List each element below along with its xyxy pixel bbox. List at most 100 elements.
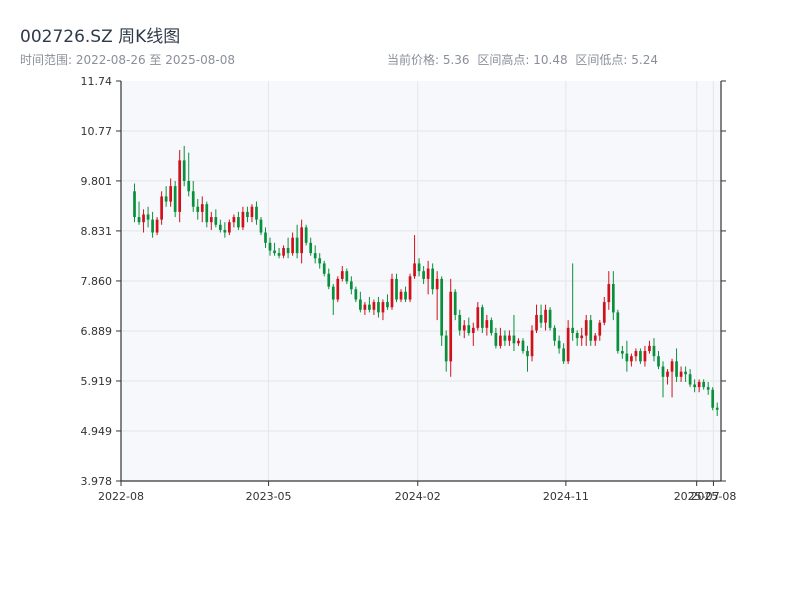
chart-title: 002726.SZ 周K线图 xyxy=(20,27,181,47)
candle-body xyxy=(557,340,561,349)
candle-body xyxy=(155,219,159,233)
candle-body xyxy=(345,271,349,282)
candle-body xyxy=(390,278,394,308)
candle-body xyxy=(589,320,593,341)
candle-body xyxy=(151,219,154,233)
y-tick-label: 8.831 xyxy=(81,225,113,238)
x-tick-label: 2024-11 xyxy=(543,490,589,503)
candle-body xyxy=(706,387,710,390)
y-tick-label: 7.860 xyxy=(81,275,113,288)
range-low-label: 区间低点: 5.24 xyxy=(575,53,658,67)
candle-body xyxy=(657,356,660,367)
candle-body xyxy=(264,232,267,243)
candle-body xyxy=(200,204,204,212)
candle-body xyxy=(526,351,529,357)
candle-body xyxy=(133,191,136,218)
candle-body xyxy=(187,180,191,192)
candle-body xyxy=(137,217,141,223)
candle-body xyxy=(611,284,615,313)
candle-body xyxy=(291,237,294,254)
stats-line: 当前价格: 5.36 区间高点: 10.48 区间低点: 5.24 xyxy=(383,51,658,68)
candle-body xyxy=(639,351,642,362)
x-tick-label: 2025-08 xyxy=(690,490,736,503)
candle-body xyxy=(593,335,597,341)
candle-body xyxy=(241,211,245,228)
candle-body xyxy=(164,196,168,202)
candle-body xyxy=(142,214,145,223)
y-tick-label: 4.949 xyxy=(81,425,113,438)
candle-body xyxy=(571,327,575,333)
candle-body xyxy=(711,389,715,408)
candle-body xyxy=(413,263,416,277)
candle-body xyxy=(535,314,538,331)
candle-body xyxy=(562,348,565,362)
candle-body xyxy=(490,320,493,333)
x-tick-label: 2024-02 xyxy=(395,490,441,503)
candle-body xyxy=(340,271,344,279)
candle-body xyxy=(625,353,629,362)
candle-body xyxy=(196,206,200,212)
grid-lines xyxy=(120,81,721,481)
candle-body xyxy=(539,314,543,323)
chart-subtitle: 时间范围: 2022-08-26 至 2025-08-08 xyxy=(20,53,235,67)
candle-body xyxy=(232,217,236,223)
candle-body xyxy=(304,227,308,243)
x-tick-label: 2025-07 xyxy=(674,490,720,503)
candle-body xyxy=(322,263,326,274)
candle-body xyxy=(295,237,299,254)
candle-body xyxy=(331,286,335,300)
candle-body xyxy=(548,309,552,328)
candle-body xyxy=(670,361,674,372)
candle-body xyxy=(327,273,331,287)
candle-body xyxy=(399,291,403,300)
candle-body xyxy=(512,335,516,344)
candle-body xyxy=(191,191,195,207)
candle-body xyxy=(277,253,281,256)
candle-body xyxy=(462,325,466,331)
candle-body xyxy=(255,206,258,220)
candle-body xyxy=(359,299,362,310)
candle-body xyxy=(666,371,669,377)
candle-body xyxy=(223,229,227,233)
candle-body xyxy=(444,335,448,362)
candle-body xyxy=(566,327,570,362)
candle-body xyxy=(381,302,385,313)
y-tick-label: 6.889 xyxy=(81,325,113,338)
candle-body xyxy=(214,217,218,225)
candle-body xyxy=(697,381,701,388)
candle-body xyxy=(630,356,633,362)
candle-body xyxy=(349,281,353,290)
candle-body xyxy=(580,335,584,339)
candle-body xyxy=(688,374,692,385)
y-tick-label: 9.801 xyxy=(81,175,113,188)
candle-body xyxy=(336,278,340,300)
candle-body xyxy=(702,381,706,388)
candle-body xyxy=(205,204,209,223)
candle-body xyxy=(372,302,376,310)
candle-body xyxy=(684,371,687,375)
candle-body xyxy=(521,340,525,352)
candle-body xyxy=(652,345,656,357)
axes: 3.978 4.949 5.919 6.889 7.860 8.831 9.801 10.77… xyxy=(81,75,737,503)
candle-body xyxy=(363,304,367,310)
candle-body xyxy=(395,278,398,300)
candle-body xyxy=(259,219,263,233)
candle-body xyxy=(530,330,534,357)
candle-body xyxy=(616,312,620,352)
candle-body xyxy=(503,335,507,341)
candle-body xyxy=(268,242,272,251)
candle-body xyxy=(426,268,430,279)
candle-body xyxy=(648,345,651,352)
candle-body xyxy=(250,206,254,218)
candle-body xyxy=(607,284,611,303)
candle-body xyxy=(643,351,647,362)
candle-body xyxy=(553,327,556,341)
candle-body xyxy=(282,247,285,256)
candle-body xyxy=(494,332,498,346)
candle-body xyxy=(182,160,186,181)
candle-body xyxy=(679,371,683,377)
candle-body xyxy=(417,263,421,272)
candle-body xyxy=(386,302,389,308)
y-tick-label: 11.74 xyxy=(81,75,113,88)
